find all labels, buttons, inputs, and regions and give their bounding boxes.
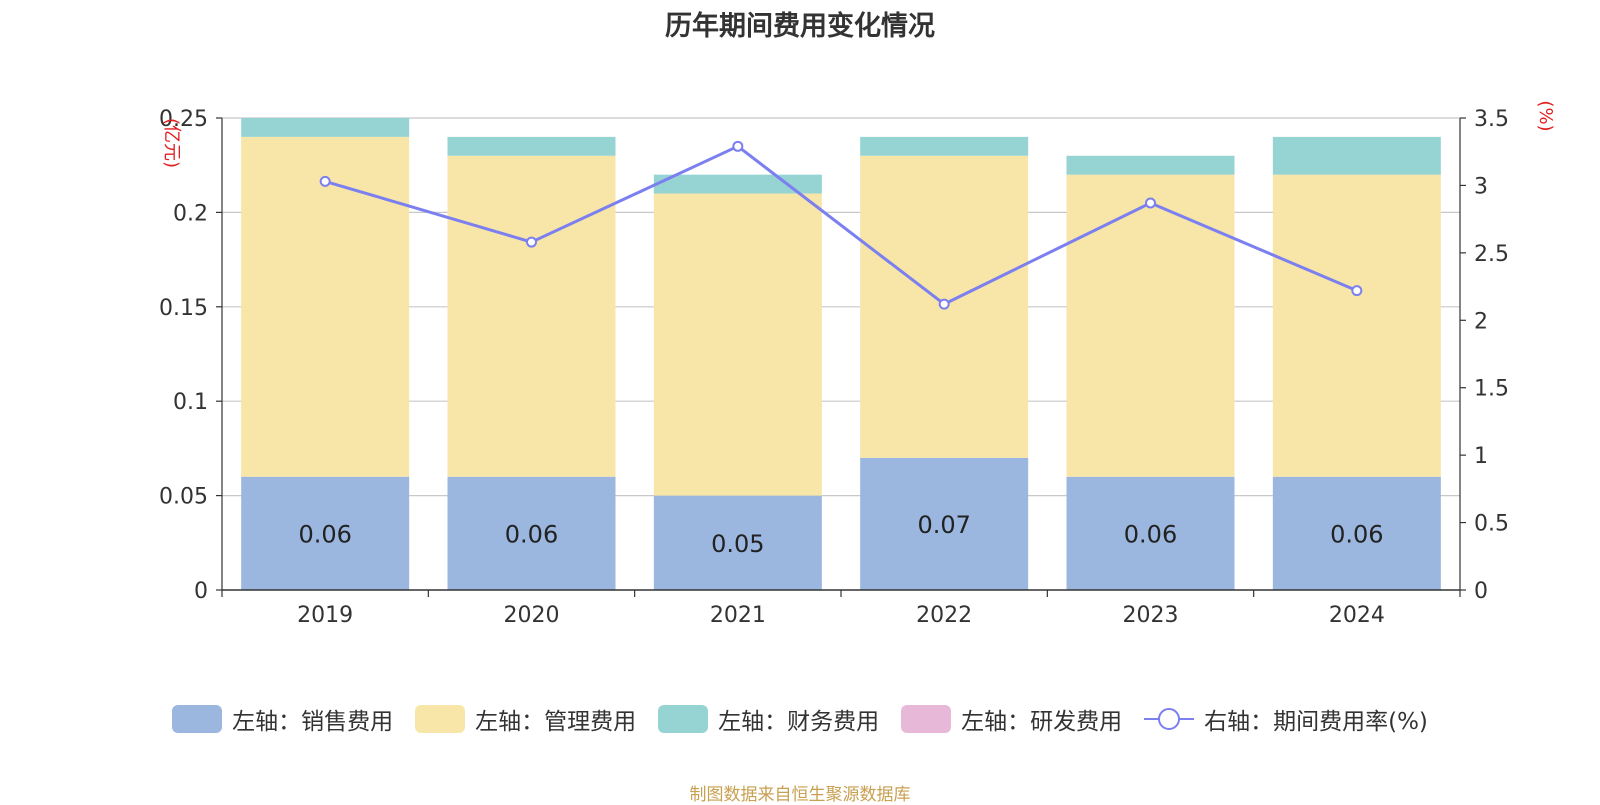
rate-line — [319, 140, 1363, 310]
right-tick-label: 2.5 — [1474, 242, 1509, 267]
bar-segment — [1272, 174, 1441, 477]
x-tick-label: 2022 — [916, 603, 972, 628]
bar-value-label: 0.06 — [298, 520, 351, 548]
rate-line-path — [324, 144, 1358, 306]
right-tick-label: 3.5 — [1474, 107, 1509, 132]
legend: 左轴：销售费用 左轴：管理费用 左轴：财务费用 左轴：研发费用 右轴：期间费用率… — [0, 702, 1600, 736]
legend-label-rate: 右轴：期间费用率(%) — [1204, 709, 1428, 735]
bar-segment — [241, 476, 410, 590]
data-labels: 0.06 0.06 0.05 0.07 0.06 0.06 — [298, 511, 1383, 558]
rate-point — [938, 298, 950, 310]
legend-label-admin: 左轴：管理费用 — [475, 709, 637, 735]
x-tick-label: 2021 — [710, 603, 766, 628]
bar-segment — [1066, 155, 1235, 175]
bar-value-label: 0.07 — [917, 511, 970, 539]
legend-label-rnd: 左轴：研发费用 — [961, 709, 1123, 735]
left-tick-label: 0.1 — [173, 390, 208, 415]
bar-segment — [241, 136, 410, 477]
rate-point — [1145, 197, 1156, 209]
legend-item-rate[interactable]: 右轴：期间费用率(%) — [1144, 702, 1428, 736]
bar-segment — [447, 476, 616, 590]
x-tick-label: 2023 — [1123, 603, 1179, 628]
legend-label-sales: 左轴：销售费用 — [232, 709, 394, 735]
rate-point — [526, 236, 537, 248]
bar-segment — [1272, 136, 1441, 175]
left-tick-label: 0.25 — [159, 107, 208, 132]
x-tick-label: 2024 — [1329, 603, 1385, 628]
bar-segment — [241, 118, 410, 137]
legend-swatch-finance — [658, 705, 709, 733]
bar-value-label: 0.06 — [1330, 520, 1383, 548]
bars — [241, 118, 1441, 590]
legend-swatch-rnd — [901, 705, 952, 733]
rate-point — [319, 175, 331, 187]
legend-item-admin[interactable]: 左轴：管理费用 — [415, 702, 636, 736]
right-tick-label: 1.5 — [1474, 377, 1509, 402]
legend-item-finance[interactable]: 左轴：财务费用 — [658, 702, 879, 736]
left-tick-label: 0.15 — [159, 296, 208, 321]
legend-swatch-rate — [1144, 708, 1195, 730]
right-tick-label: 0.5 — [1474, 512, 1509, 537]
bar-segment — [653, 193, 822, 496]
bar-value-label: 0.06 — [505, 520, 558, 548]
bar-value-label: 0.05 — [711, 530, 764, 558]
bar-segment — [1066, 476, 1235, 590]
x-tick-label: 2019 — [297, 603, 353, 628]
bar-segment — [860, 457, 1029, 590]
legend-item-sales[interactable]: 左轴：销售费用 — [172, 702, 393, 736]
bar-segment — [860, 136, 1029, 156]
rate-point — [732, 140, 744, 152]
left-tick-label: 0 — [194, 579, 208, 604]
legend-item-rnd[interactable]: 左轴：研发费用 — [901, 702, 1122, 736]
bar-segment — [447, 136, 616, 156]
bar-value-label: 0.06 — [1124, 520, 1177, 548]
left-tick-label: 0.05 — [159, 485, 208, 510]
bar-segment — [447, 155, 616, 477]
legend-swatch-admin — [415, 705, 466, 733]
left-axis-unit: (亿元) — [161, 118, 182, 168]
legend-swatch-sales — [172, 705, 223, 733]
right-tick-label: 1 — [1474, 444, 1488, 469]
right-tick-label: 0 — [1474, 579, 1488, 604]
right-tick-label: 2 — [1474, 309, 1488, 334]
bar-segment — [1272, 476, 1441, 590]
chart-title: 历年期间费用变化情况 — [665, 11, 935, 42]
source-note: 制图数据来自恒生聚源数据库 — [689, 785, 911, 805]
legend-label-finance: 左轴：财务费用 — [718, 709, 880, 735]
bar-segment — [653, 495, 822, 590]
bar-segment — [1066, 174, 1235, 477]
right-tick-label: 3 — [1474, 174, 1488, 199]
left-tick-label: 0.2 — [173, 201, 208, 226]
right-axis-unit: (%) — [1535, 100, 1556, 131]
x-tick-label: 2020 — [504, 603, 560, 628]
rate-point — [1351, 285, 1363, 297]
chart-area: 0 0.05 0.1 0.15 0.2 0.25 0 0.5 1 1.5 2 2.5 3 3.5 (亿元) (… — [159, 100, 1556, 628]
axes: 0 0.05 0.1 0.15 0.2 0.25 0 0.5 1 1.5 2 2.5 3 3.5 (亿元) (… — [159, 100, 1556, 628]
